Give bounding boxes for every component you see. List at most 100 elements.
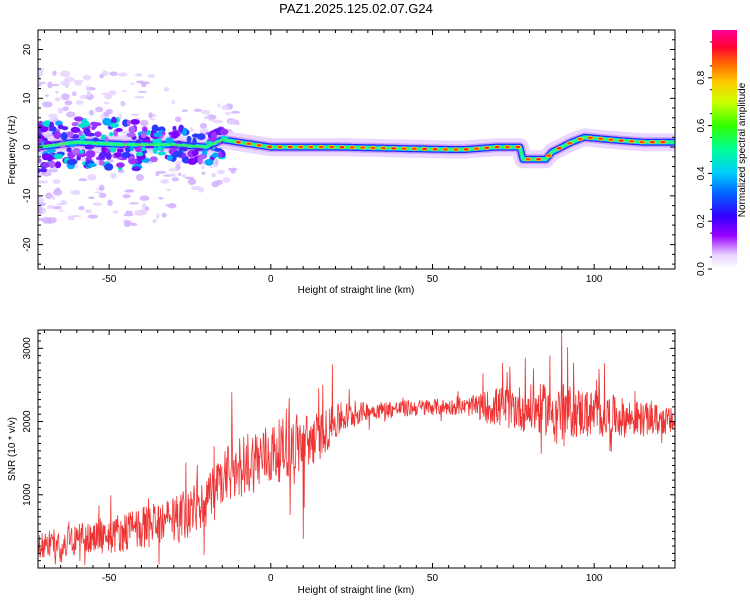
spectrogram-cluster-blob — [130, 119, 140, 125]
spectrogram-noise-blob — [101, 70, 109, 77]
spectrogram-cluster-blob — [41, 162, 51, 168]
spectrogram-noise-blob — [190, 185, 202, 191]
spectrogram-noise-blob — [88, 196, 95, 200]
spectrogram-noise-blob — [38, 195, 42, 200]
spectrogram-peak-cell — [504, 145, 511, 150]
spectrogram-noise-blob — [168, 168, 179, 172]
spectrogram-peak-cell — [566, 141, 573, 146]
spectrogram-noise-blob — [45, 192, 53, 200]
spectrogram-noise-blob — [52, 70, 57, 76]
spectrogram-noise-blob — [141, 82, 147, 88]
spectrogram-noise-blob — [130, 113, 140, 117]
spectrogram-peak-cell — [473, 146, 480, 151]
spectrogram-cluster-blob — [134, 147, 142, 153]
spectrogram-ylabel: Frequency (Hz) — [7, 116, 18, 185]
spectrogram-peak-cell — [524, 157, 532, 162]
spectrogram-cluster-blob — [191, 150, 199, 156]
spectrogram-peak-cell — [452, 147, 459, 152]
spectrogram-noise-blob — [78, 205, 85, 211]
spectrogram-noise-blob — [110, 172, 117, 179]
spectrogram-cluster-blob — [101, 146, 107, 152]
spectrogram-cluster-blob — [79, 149, 85, 154]
spectrogram-cluster-blob — [71, 122, 79, 127]
spectrogram-peak-cell — [287, 145, 294, 150]
spectrogram-peak-cell — [338, 145, 346, 150]
spectrogram-cluster-blob — [98, 153, 104, 159]
spectrogram-cluster-blob — [110, 116, 117, 125]
spectrogram-noise-blob — [134, 72, 143, 77]
spectrogram-cluster-blob — [92, 137, 99, 142]
spectrogram-noise-blob — [201, 165, 205, 170]
spectrogram-peak-cell — [483, 145, 491, 150]
spectrogram-cluster-blob — [66, 131, 74, 138]
spectrogram-noise-blob — [230, 110, 241, 114]
spectrogram-cluster-blob — [109, 146, 117, 153]
spectrogram-peak-cell — [349, 145, 356, 150]
spectrogram-peak-cell — [369, 145, 377, 150]
spectrogram-peak-cell — [431, 147, 439, 152]
snr-ytick-label: 1000 — [22, 483, 33, 506]
spectrogram-ytick-label: 10 — [22, 92, 33, 104]
spectrogram-noise-blob — [174, 116, 182, 123]
spectrogram-noise-blob — [174, 160, 182, 166]
spectrogram-noise-blob — [121, 102, 127, 106]
spectrogram-noise-blob — [139, 119, 149, 127]
spectrogram-noise-blob — [38, 180, 49, 184]
spectrogram-cluster-blob — [109, 132, 114, 137]
spectrogram-noise-blob — [99, 73, 104, 79]
spectrogram-cluster-blob — [116, 148, 124, 153]
spectrogram-xtick-label: -50 — [102, 274, 117, 285]
colorbar-tick-label: 0.4 — [696, 166, 707, 180]
spectrogram-noise-blob — [209, 166, 214, 169]
spectrogram-cluster-blob — [109, 122, 119, 128]
spectrogram-noise-blob — [38, 70, 43, 77]
spectrogram-noise-blob — [166, 188, 171, 192]
spectrogram-cluster-blob — [38, 157, 42, 164]
spectrogram-frame — [37, 29, 676, 270]
spectrogram-noise-blob — [51, 195, 56, 200]
snr-xtick-label: 0 — [268, 573, 274, 584]
spectrogram-noise-blob — [163, 174, 173, 177]
spectrogram-noise-blob — [221, 105, 230, 110]
spectrogram-noise-blob — [50, 84, 60, 87]
spectrogram-noise-blob — [125, 210, 133, 215]
spectrogram-cluster-blob — [157, 151, 167, 156]
spectrogram-noise-blob — [55, 91, 59, 94]
spectrogram-noise-blob — [118, 72, 128, 77]
spectrogram-peak-cell — [276, 145, 284, 150]
spectrogram-cluster-blob — [126, 119, 131, 127]
spectrogram-cluster-blob — [105, 152, 112, 160]
spectrogram-cluster-blob — [81, 120, 90, 128]
spectrogram-noise-blob — [188, 178, 197, 185]
spectrogram-xtick-label: 0 — [268, 274, 274, 285]
snr-xtick-label: 50 — [427, 573, 439, 584]
spectrogram-peak-cell — [659, 140, 666, 145]
spectrogram-cluster-blob — [129, 146, 134, 152]
spectrogram-cluster-blob — [218, 151, 223, 158]
spectrogram-noise-blob — [208, 119, 217, 122]
spectrogram-noise-blob — [199, 122, 208, 129]
spectrogram-noise-blob — [70, 215, 82, 218]
spectrogram-noise-blob — [158, 196, 164, 200]
spectrogram-noise-blob — [156, 213, 160, 220]
spectrogram-noise-blob — [44, 94, 50, 97]
spectrogram-noise-blob — [64, 100, 73, 106]
spectrogram-ytick-label: 20 — [22, 44, 33, 56]
spectrogram-noise-blob — [170, 173, 176, 177]
spectrogram-noise-blob — [121, 130, 128, 134]
spectrogram-noise-blob — [161, 212, 167, 218]
spectrogram-cluster-blob — [181, 129, 187, 136]
spectrogram-cluster-blob — [188, 159, 198, 164]
spectrogram-cluster-blob — [77, 153, 87, 158]
spectrogram-noise-blob — [217, 103, 221, 108]
spectrogram-noise-blob — [38, 202, 47, 206]
spectrogram-ytick-label: -10 — [22, 188, 33, 203]
spectrogram-cluster-blob — [172, 125, 177, 131]
spectrogram-noise-blob — [123, 213, 134, 217]
spectrogram-noise-blob — [227, 167, 238, 172]
spectrogram-noise-blob — [155, 171, 160, 177]
colorbar-tick-label: 0.2 — [696, 214, 707, 228]
colorbar: 0.0 0.2 0.4 0.6 0.8 Normalized spectral ampl… — [696, 30, 748, 276]
spectrogram-peak-cell — [462, 147, 470, 152]
